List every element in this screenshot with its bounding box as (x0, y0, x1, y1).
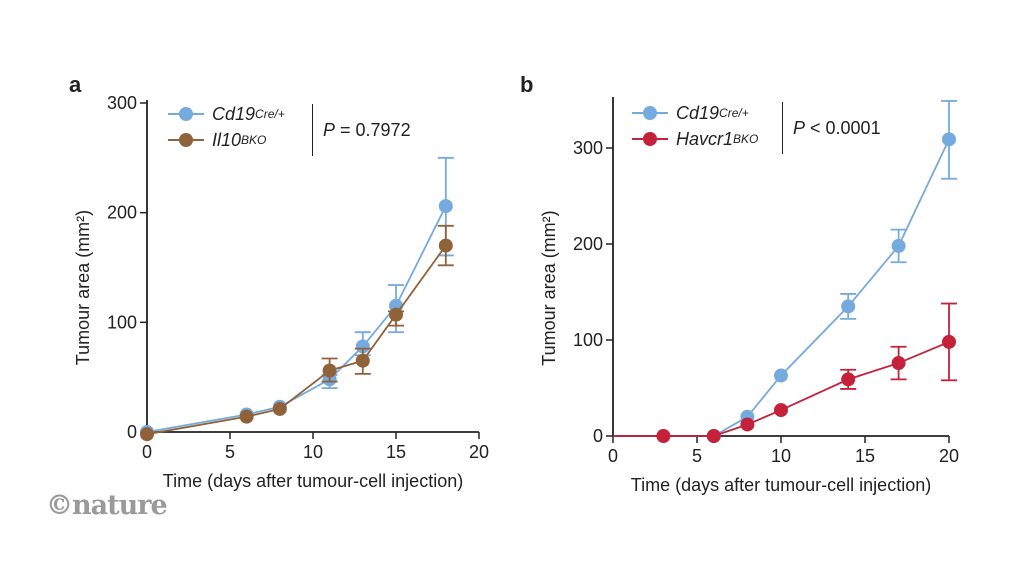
legend-item-havcr1: Havcr1 BKO (632, 126, 758, 152)
p-symbol: P (793, 117, 806, 138)
data-point (942, 132, 956, 147)
x-tick-label: 5 (692, 446, 702, 466)
legend-a: Cd19 Cre/+ Il10 BKO (168, 101, 285, 153)
x-tick-label: 5 (225, 442, 235, 462)
data-point (355, 353, 370, 368)
data-point (438, 199, 453, 214)
y-tick-label: 0 (127, 422, 137, 442)
data-point (706, 429, 721, 443)
data-point (942, 334, 956, 349)
data-point (774, 403, 788, 418)
series-havcr1 (613, 302, 957, 443)
legend-swatch-red (632, 132, 668, 146)
legend-swatch-blue (168, 107, 204, 121)
legend-swatch-brown (168, 133, 204, 147)
legend-item-il10: Il10 BKO (168, 127, 285, 153)
y-tick-label: 300 (107, 93, 137, 113)
x-tick-label: 0 (608, 446, 618, 466)
data-point (891, 356, 906, 371)
data-point (322, 363, 337, 378)
data-point (140, 427, 154, 442)
p-symbol: P (323, 119, 336, 140)
y-tick-label: 200 (107, 203, 137, 223)
legend-sup: Cre/+ (719, 106, 749, 120)
x-tick-label: 15 (855, 446, 875, 466)
y-tick-label: 100 (107, 312, 137, 332)
data-point (841, 299, 856, 314)
x-axis-label: Time (days after tumour-cell injection) (163, 471, 463, 491)
series-line (146, 245, 447, 436)
legend-sup: BKO (241, 133, 267, 147)
panel-label-b: b (520, 72, 534, 97)
legend-b: Cd19 Cre/+ Havcr1 BKO (632, 100, 758, 152)
p-text: = 0.7972 (340, 119, 411, 140)
data-point (774, 368, 788, 383)
y-axis-label: Tumour area (mm²) (73, 210, 93, 365)
data-point (355, 339, 370, 354)
legend-label: Il10 (212, 129, 242, 150)
data-point (438, 238, 453, 253)
series-cd19 (706, 100, 957, 443)
panel-label-a: a (69, 72, 82, 97)
x-tick-label: 10 (303, 442, 323, 462)
data-point (891, 238, 906, 253)
data-point (841, 372, 856, 387)
data-point (272, 401, 287, 416)
legend-sup: Cre/+ (255, 107, 285, 121)
legend-label: Havcr1 (676, 128, 734, 149)
x-tick-label: 15 (386, 442, 406, 462)
data-point (740, 417, 755, 432)
legend-label: Cd19 (212, 103, 256, 124)
y-tick-label: 300 (573, 138, 603, 158)
legend-swatch-blue (632, 106, 668, 120)
legend-label: Cd19 (676, 102, 720, 123)
data-point (656, 429, 671, 443)
legend-item-cd19: Cd19 Cre/+ (632, 100, 758, 126)
x-tick-label: 20 (469, 442, 489, 462)
y-tick-label: 200 (573, 234, 603, 254)
p-value-b: P < 0.0001 (782, 102, 881, 154)
x-tick-label: 0 (142, 442, 152, 462)
y-tick-label: 0 (593, 426, 603, 446)
data-point (239, 409, 254, 424)
p-text: < 0.0001 (810, 117, 881, 138)
data-point (389, 307, 403, 322)
p-value-a: P = 0.7972 (312, 104, 411, 156)
legend-sup: BKO (733, 132, 759, 146)
x-tick-label: 10 (771, 446, 791, 466)
series-line (613, 341, 950, 437)
x-axis-label: Time (days after tumour-cell injection) (631, 475, 931, 495)
x-tick-label: 20 (939, 446, 959, 466)
legend-item-cd19: Cd19 Cre/+ (168, 101, 285, 127)
y-axis-label: Tumour area (mm²) (539, 210, 559, 365)
y-tick-label: 100 (573, 330, 603, 350)
series-il10 (140, 224, 454, 442)
nature-logo: ©nature (46, 490, 168, 521)
series-line (713, 138, 950, 437)
